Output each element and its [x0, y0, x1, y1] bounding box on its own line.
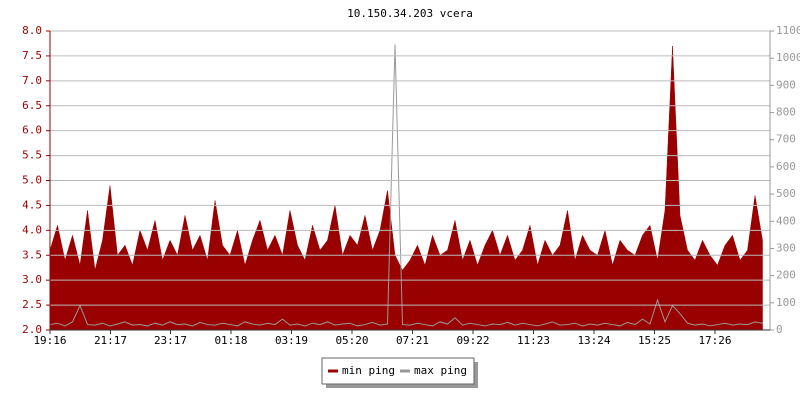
x-tick-label: 05:20: [335, 334, 368, 347]
x-tick-label: 23:17: [154, 334, 187, 347]
y-tick-label: 3.5: [22, 248, 42, 261]
y2-tick-label: 300: [776, 241, 796, 254]
y-tick-label: 6.0: [22, 124, 42, 137]
legend-box: [321, 357, 475, 385]
max-ping-line: [49, 44, 763, 327]
x-tick-label: 01:18: [214, 334, 247, 347]
y-tick-label: 3.0: [22, 273, 42, 286]
y-tick-label: 4.5: [22, 198, 42, 211]
y2-tick-label: 500: [776, 187, 796, 200]
y-tick-label: 4.0: [22, 223, 42, 236]
min-ping-area: [49, 45, 763, 331]
y-tick-label: 2.0: [22, 323, 42, 336]
x-tick-label: 13:24: [577, 334, 610, 347]
x-tick-label: 21:17: [94, 334, 127, 347]
y2-tick-label: 200: [776, 269, 796, 282]
y2-tick-label: 600: [776, 160, 796, 173]
y2-tick-label: 900: [776, 78, 796, 91]
legend: [321, 357, 478, 388]
x-tick-label: 03:19: [275, 334, 308, 347]
x-tick-label: 17:26: [698, 334, 731, 347]
chart-title: 10.150.34.203 vcera: [347, 7, 473, 20]
y-tick-label: 8.0: [22, 24, 42, 37]
y2-tick-label: 100: [776, 296, 796, 309]
y-tick-label: 7.5: [22, 49, 42, 62]
y2-tick-label: 400: [776, 214, 796, 227]
y-tick-label: 2.5: [22, 298, 42, 311]
x-tick-label: 11:23: [517, 334, 550, 347]
y-tick-label: 6.5: [22, 99, 42, 112]
y2-tick-label: 1100: [776, 24, 800, 37]
y-tick-label: 5.0: [22, 174, 42, 187]
x-tick-label: 07:21: [396, 334, 429, 347]
y-tick-label: 7.0: [22, 74, 42, 87]
legend-label: max ping: [414, 364, 467, 377]
y-tick-label: 5.5: [22, 149, 42, 162]
legend-label: min ping: [342, 364, 395, 377]
y2-tick-label: 800: [776, 106, 796, 119]
x-tick-label: 19:16: [33, 334, 66, 347]
y2-tick-label: 1000: [776, 51, 800, 64]
x-tick-label: 15:25: [638, 334, 671, 347]
y2-tick-label: 0: [776, 323, 783, 336]
x-tick-label: 09:22: [456, 334, 489, 347]
y2-tick-label: 700: [776, 133, 796, 146]
